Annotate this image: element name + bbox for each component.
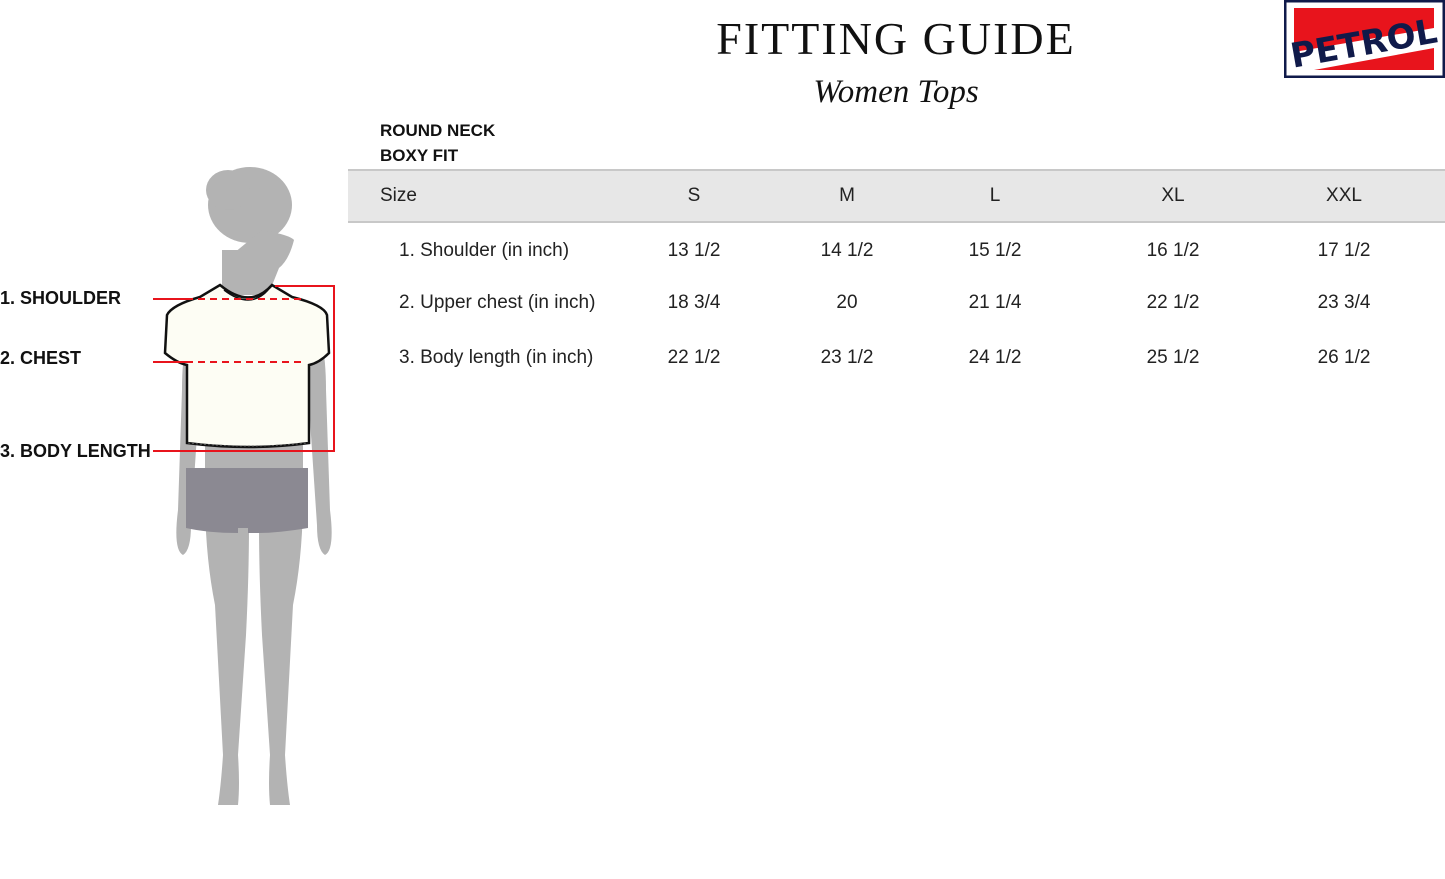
size-xl: XL	[1161, 185, 1185, 206]
size-m: M	[839, 185, 855, 206]
size-s: S	[687, 185, 701, 206]
body-figure	[153, 167, 335, 805]
shorts	[186, 468, 308, 533]
table-cell: 14 1/2	[820, 240, 874, 261]
table-cell: 18 3/4	[667, 292, 721, 313]
table-cell: 23 1/2	[820, 347, 874, 368]
table-cell: 20	[836, 292, 858, 313]
style-neck: ROUND NECK	[380, 121, 496, 140]
table-cell: 24 1/2	[968, 347, 1022, 368]
table-cell: 13 1/2	[667, 240, 721, 261]
row-label: 3. Body length (in inch)	[399, 347, 594, 368]
page-subtitle: Women Tops	[813, 74, 979, 110]
table-cell: 22 1/2	[667, 347, 721, 368]
tshirt	[163, 283, 331, 449]
size-l: L	[989, 185, 1001, 206]
row-label: 1. Shoulder (in inch)	[399, 240, 570, 261]
petrol-logo: PETROL	[1284, 0, 1445, 78]
label-shoulder: 1. SHOULDER	[0, 288, 122, 308]
label-body-length: 3. BODY LENGTH	[0, 441, 151, 461]
table-cell: 16 1/2	[1146, 240, 1200, 261]
style-fit: BOXY FIT	[380, 146, 459, 165]
size-header: Size	[380, 185, 417, 206]
table-cell: 15 1/2	[968, 240, 1022, 261]
table-cell: 17 1/2	[1317, 240, 1371, 261]
table-cell: 25 1/2	[1146, 347, 1200, 368]
table-cell: 23 3/4	[1317, 292, 1371, 313]
page-title: FITTING GUIDE	[716, 13, 1076, 64]
size-xxl: XXL	[1326, 185, 1362, 206]
table-header	[348, 169, 1445, 223]
table-cell: 21 1/4	[968, 292, 1022, 313]
label-chest: 2. CHEST	[0, 348, 82, 368]
measure-lines	[153, 285, 335, 452]
table-cell: 26 1/2	[1317, 347, 1371, 368]
table-cell: 22 1/2	[1146, 292, 1200, 313]
row-label: 2. Upper chest (in inch)	[399, 292, 596, 313]
